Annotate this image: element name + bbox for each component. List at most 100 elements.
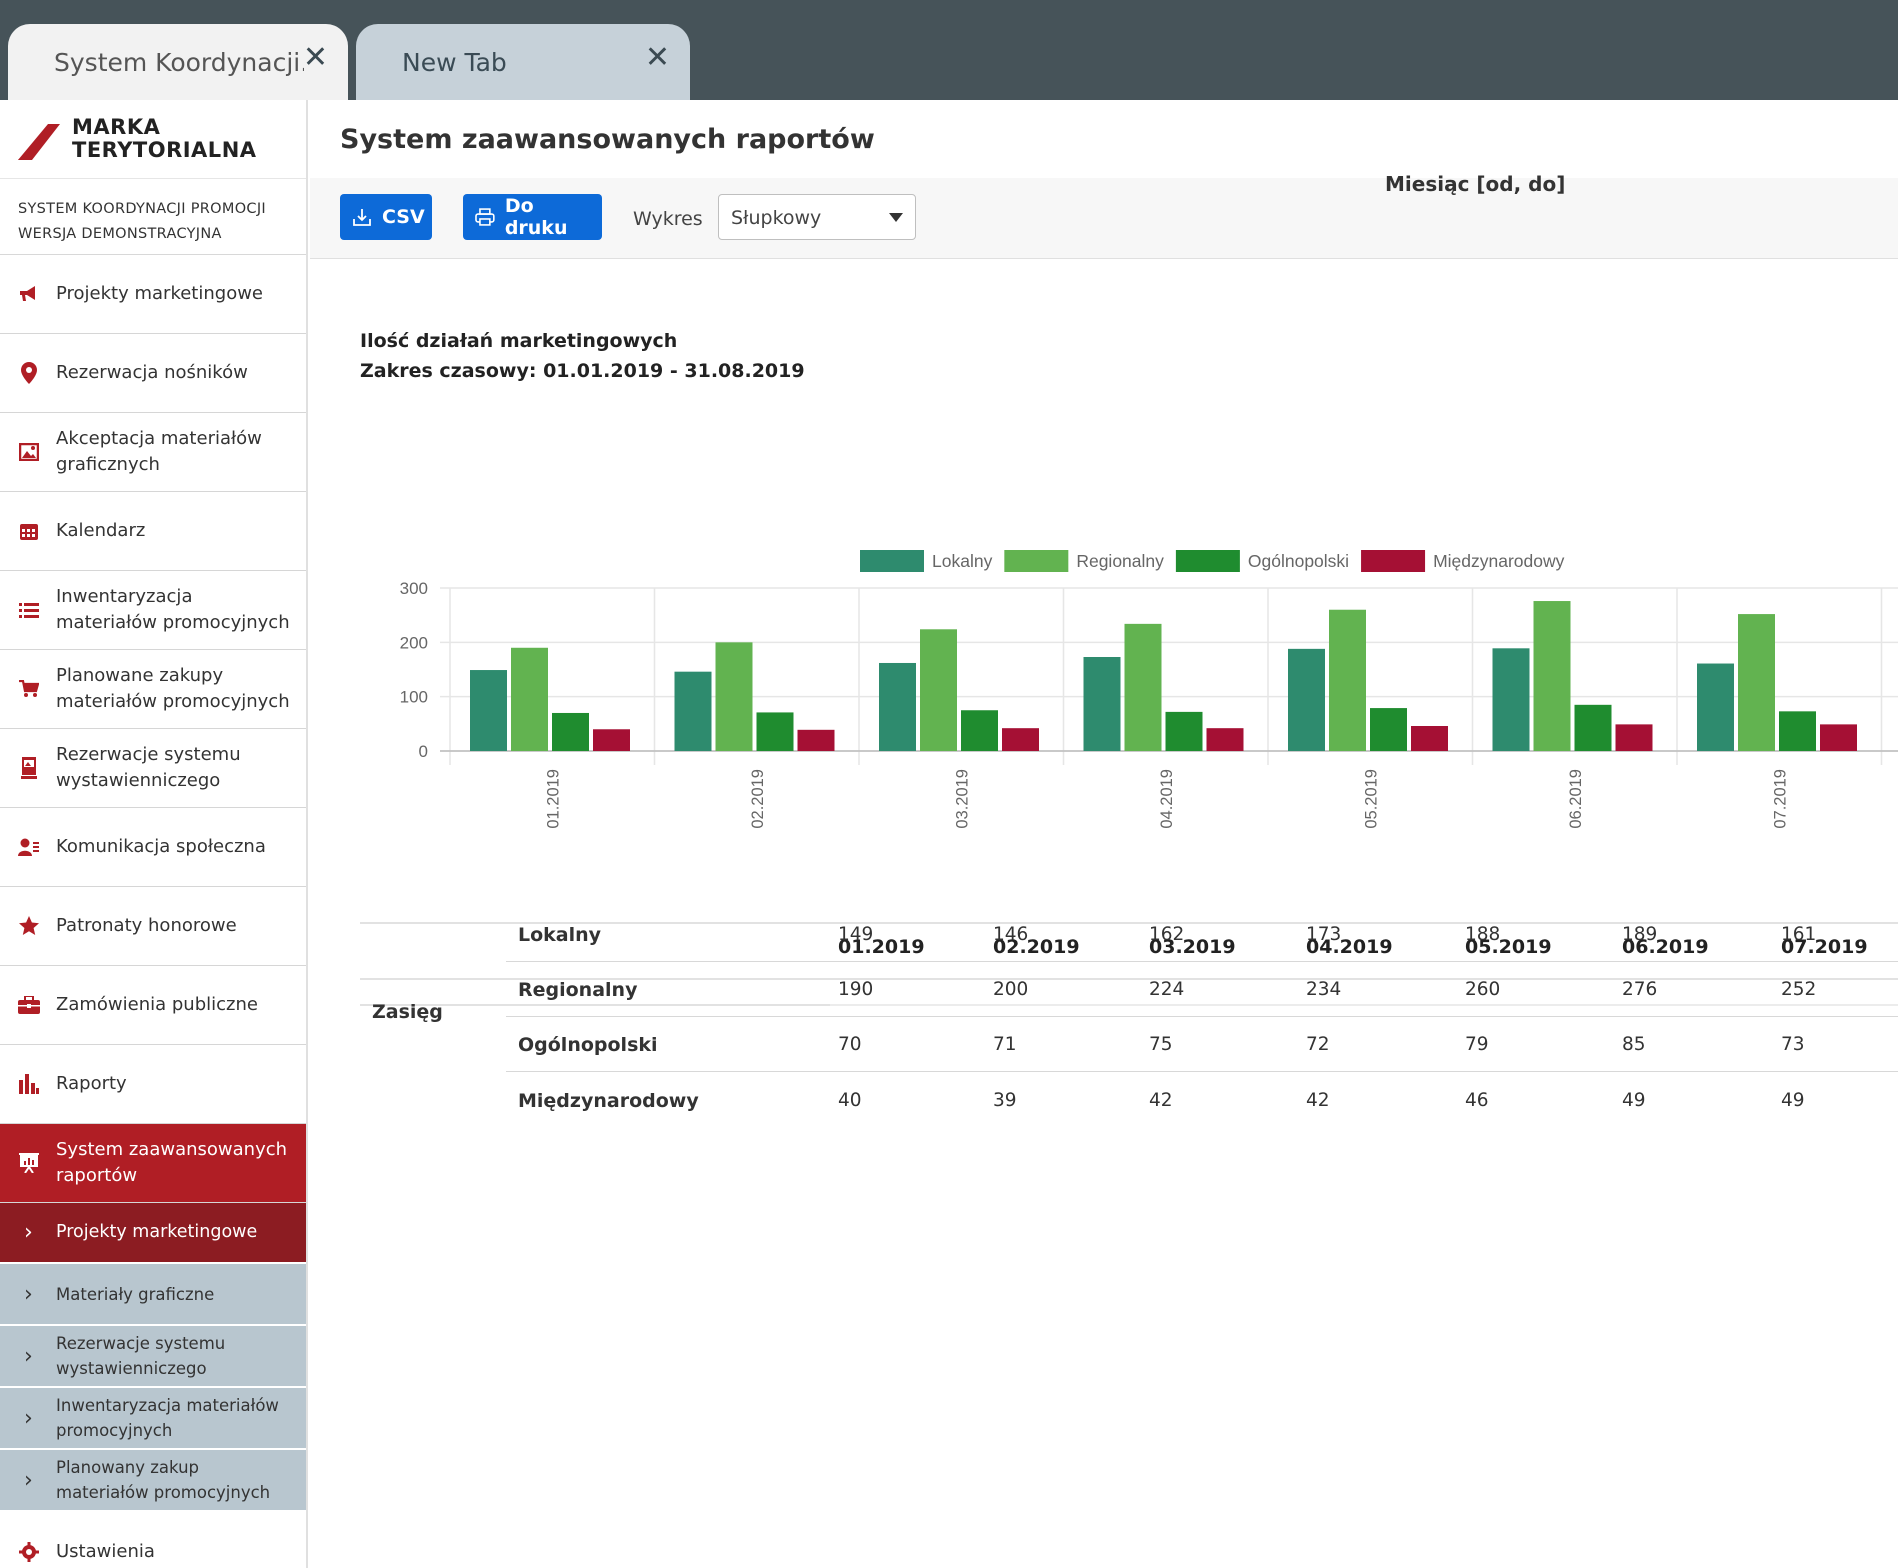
bar bbox=[1615, 724, 1653, 751]
sidebar: MARKA TERYTORIALNA SYSTEM KOORDYNACJI PR… bbox=[0, 100, 308, 1568]
sidebar-item-label: Patronaty honorowe bbox=[56, 915, 237, 936]
bar bbox=[1370, 708, 1407, 751]
sidebar-item-rezerwacje-systemu[interactable]: Rezerwacje systemu wystawienniczego bbox=[0, 729, 306, 808]
print-button-label: Do druku bbox=[504, 195, 568, 239]
table-cell: 39 bbox=[993, 1090, 1017, 1111]
table-column-header: 02.2019 bbox=[993, 936, 1080, 958]
logo-line-1: MARKA bbox=[72, 115, 161, 139]
logo-text: MARKA TERYTORIALNA bbox=[72, 116, 257, 162]
table-group-rule-right bbox=[830, 1004, 1898, 1006]
cart-icon bbox=[18, 678, 40, 700]
table-cell: 42 bbox=[1306, 1090, 1330, 1111]
sidebar-item-label: System zaawansowanych raportów bbox=[56, 1139, 288, 1186]
sidebar-item-ustawienia[interactable]: Ustawienia bbox=[0, 1512, 306, 1568]
bar bbox=[1779, 711, 1816, 751]
table-cell: 40 bbox=[838, 1090, 862, 1111]
bar bbox=[756, 712, 794, 751]
print-button[interactable]: Do druku bbox=[463, 194, 602, 240]
bar bbox=[470, 670, 507, 751]
browser-tab-bar: System Koordynacji... ✕ New Tab ✕ bbox=[0, 0, 1898, 100]
sub-item-rezerwacje-systemu[interactable]: › Rezerwacje systemu wystawienniczego bbox=[0, 1326, 306, 1388]
sub-item-projekty-marketingowe[interactable]: › Projekty marketingowe bbox=[0, 1203, 306, 1264]
sub-item-label: Rezerwacje systemu wystawienniczego bbox=[56, 1334, 226, 1378]
table-cell: 276 bbox=[1622, 979, 1658, 1000]
sub-item-label: Inwentaryzacja materiałów promocyjnych bbox=[56, 1396, 279, 1440]
presentation-chart-icon bbox=[18, 1152, 40, 1174]
sub-item-inwentaryzacja[interactable]: › Inwentaryzacja materiałów promocyjnych bbox=[0, 1388, 306, 1450]
sidebar-item-kalendarz[interactable]: Kalendarz bbox=[0, 492, 306, 571]
x-tick-label: 03.2019 bbox=[953, 769, 971, 829]
x-tick-label: 06.2019 bbox=[1567, 769, 1585, 829]
table-cell: 49 bbox=[1781, 1090, 1805, 1111]
bar bbox=[1329, 609, 1366, 751]
star-icon bbox=[18, 915, 40, 937]
sidebar-item-raporty[interactable]: Raporty bbox=[0, 1045, 306, 1124]
chart-type-select[interactable]: Słupkowy bbox=[718, 194, 916, 240]
banner-stand-icon bbox=[18, 757, 40, 779]
table-cell: 42 bbox=[1149, 1090, 1173, 1111]
bar bbox=[715, 642, 753, 751]
table-cell: 73 bbox=[1781, 1034, 1805, 1055]
close-icon[interactable]: ✕ bbox=[302, 40, 328, 75]
sidebar-item-zamowienia[interactable]: Zamówienia publiczne bbox=[0, 966, 306, 1045]
logo-mark-icon bbox=[18, 124, 60, 160]
table-cell: 72 bbox=[1306, 1034, 1330, 1055]
table-group-rule bbox=[360, 1004, 830, 1006]
table-column-header: 07.2019 bbox=[1781, 936, 1868, 958]
sidebar-item-projekty[interactable]: Projekty marketingowe bbox=[0, 255, 306, 334]
sidebar-item-label: Akceptacja materiałów graficznych bbox=[56, 428, 262, 475]
sub-item-planowany-zakup[interactable]: › Planowany zakup materiałów promocyjnyc… bbox=[0, 1450, 306, 1512]
legend-label: Regionalny bbox=[1076, 551, 1164, 571]
sidebar-item-label: Komunikacja społeczna bbox=[56, 836, 266, 857]
table-cell: 70 bbox=[838, 1034, 862, 1055]
sidebar-item-komunikacja[interactable]: Komunikacja społeczna bbox=[0, 808, 306, 887]
download-icon bbox=[353, 209, 371, 226]
table-column-header: 03.2019 bbox=[1149, 936, 1236, 958]
bar bbox=[1820, 724, 1857, 751]
browser-tab-new[interactable]: New Tab ✕ bbox=[356, 24, 690, 100]
bar bbox=[1492, 648, 1530, 751]
bar bbox=[1165, 711, 1203, 751]
sidebar-item-inwentaryzacja[interactable]: Inwentaryzacja materiałów promocyjnych bbox=[0, 571, 306, 650]
y-tick-label: 0 bbox=[419, 742, 428, 761]
table-cell: 252 bbox=[1781, 979, 1817, 1000]
close-icon[interactable]: ✕ bbox=[644, 40, 670, 75]
bar bbox=[593, 729, 630, 751]
logo[interactable]: MARKA TERYTORIALNA bbox=[0, 100, 306, 179]
printer-icon bbox=[475, 208, 495, 226]
table-cell: 189 bbox=[1622, 924, 1658, 945]
table-column-header: 01.2019 bbox=[838, 936, 925, 958]
sidebar-item-label: Projekty marketingowe bbox=[56, 283, 264, 304]
sub-item-materialy-graficzne[interactable]: › Materiały graficzne bbox=[0, 1264, 306, 1326]
bar bbox=[1738, 614, 1775, 751]
system-name-line-1: SYSTEM KOORDYNACJI PROMOCJI bbox=[18, 201, 266, 217]
table-top-rule bbox=[360, 922, 1898, 924]
tab-title: System Koordynacji... bbox=[54, 48, 304, 77]
sidebar-item-label: Planowane zakupy materiałów promocyjnych bbox=[56, 665, 290, 712]
sidebar-item-system-zaawansowanych-raportow[interactable]: System zaawansowanych raportów bbox=[0, 1124, 306, 1203]
bar bbox=[879, 662, 916, 751]
sidebar-item-patronaty[interactable]: Patronaty honorowe bbox=[0, 887, 306, 966]
x-tick-label: 02.2019 bbox=[749, 769, 767, 829]
sidebar-item-label: Rezerwacje systemu wystawienniczego bbox=[56, 744, 241, 791]
table-cell: 85 bbox=[1622, 1034, 1646, 1055]
caret-down-icon bbox=[889, 213, 903, 222]
sidebar-item-label: Ustawienia bbox=[56, 1540, 155, 1562]
sidebar-item-rezerwacja[interactable]: Rezerwacja nośników bbox=[0, 334, 306, 413]
system-name-line-2: WERSJA DEMONSTRACYJNA bbox=[18, 226, 222, 242]
bar bbox=[920, 629, 957, 751]
csv-button-label: CSV bbox=[382, 206, 425, 228]
sidebar-item-zakupy[interactable]: Planowane zakupy materiałów promocyjnych bbox=[0, 650, 306, 729]
bar-chart-icon bbox=[18, 1073, 40, 1095]
sidebar-item-label: Zamówienia publiczne bbox=[56, 994, 258, 1015]
calendar-icon bbox=[18, 520, 40, 542]
csv-button[interactable]: CSV bbox=[340, 194, 432, 240]
x-tick-label: 01.2019 bbox=[544, 769, 562, 829]
table-cell: 71 bbox=[993, 1034, 1017, 1055]
legend-swatch bbox=[1175, 550, 1240, 572]
bar bbox=[797, 729, 835, 751]
sidebar-item-label: Raporty bbox=[56, 1073, 127, 1094]
browser-tab-active[interactable]: System Koordynacji... ✕ bbox=[8, 24, 348, 100]
table-column-header: 06.2019 bbox=[1622, 936, 1709, 958]
sidebar-item-akceptacja[interactable]: Akceptacja materiałów graficznych bbox=[0, 413, 306, 492]
